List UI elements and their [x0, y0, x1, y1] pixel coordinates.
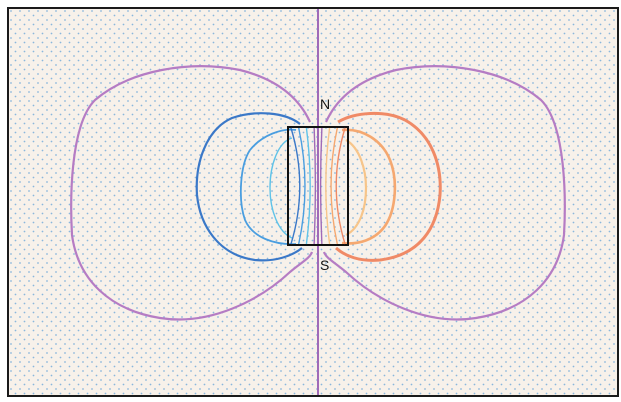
magnet-field-line: [313, 127, 317, 245]
blue-field-contour-mid: [240, 128, 297, 245]
magnet-field-line: [325, 127, 331, 245]
orange-field-contour-mid: [341, 128, 397, 245]
magnet-field-line: [319, 127, 323, 245]
magnet-internal-field-lines: [290, 127, 346, 245]
magnet-field-line: [290, 127, 301, 245]
magnet-field-line: [335, 127, 346, 245]
magnet-field-line: [330, 127, 338, 245]
diagram-border: [7, 7, 619, 397]
bar-magnet: [287, 126, 349, 246]
dotted-texture: [9, 9, 617, 396]
orange-field-contour-outer: [335, 111, 442, 262]
orange-field-contour-inner: [345, 139, 368, 236]
magnet-field-line: [298, 127, 306, 245]
blue-field-contour-inner: [269, 137, 293, 239]
blue-field-contour-outer: [195, 112, 303, 262]
outer-field-contour-left: [70, 65, 314, 321]
north-pole-label: N: [320, 96, 330, 112]
outer-field-contour-right: [322, 65, 566, 321]
south-pole-label: S: [320, 257, 329, 273]
magnet-field-line: [305, 127, 311, 245]
